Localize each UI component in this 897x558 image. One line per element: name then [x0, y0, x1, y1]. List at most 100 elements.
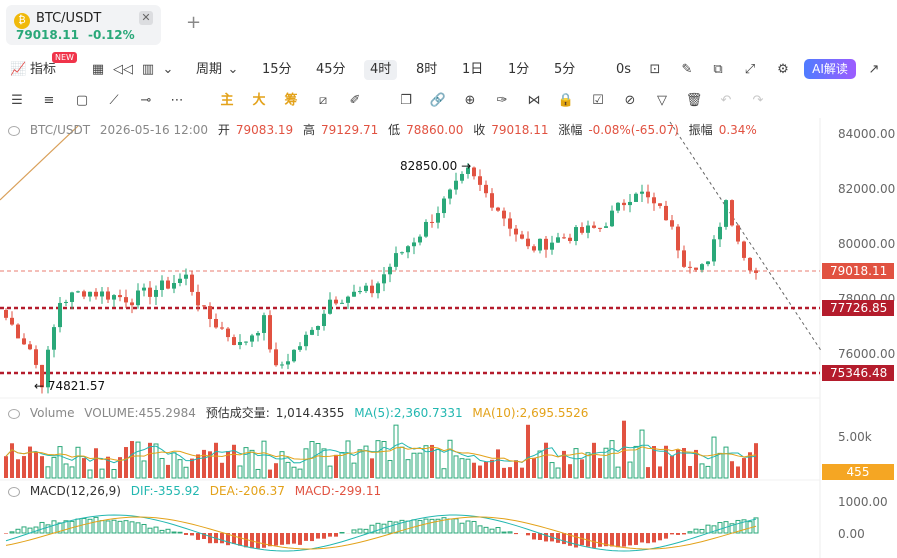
timeframe-8h[interactable]: 8时	[416, 62, 438, 77]
candle-body	[94, 291, 98, 297]
indicators-button[interactable]: 指标	[30, 62, 57, 77]
countdown-label[interactable]: 0s	[616, 62, 632, 77]
gear-icon[interactable]: ⚙	[777, 62, 789, 77]
zoom-icon[interactable]: ⊕	[464, 93, 476, 108]
volume-bar	[177, 459, 183, 479]
dea-line	[5, 516, 757, 550]
fullscreen-icon[interactable]: ⤢	[744, 62, 756, 77]
volume-bar	[580, 459, 584, 478]
macd-histogram-bar	[429, 518, 435, 534]
volume-bar	[202, 449, 206, 478]
eye-icon[interactable]	[8, 125, 20, 136]
pencil-icon[interactable]: ✎	[681, 62, 693, 77]
lock-icon[interactable]: 🔒	[557, 93, 575, 108]
macd-histogram-bar	[171, 531, 177, 534]
candle-body	[526, 238, 530, 247]
volume-bar	[148, 442, 152, 478]
volume-bar	[99, 468, 105, 479]
volume-bar	[699, 463, 705, 479]
candle-body	[310, 329, 314, 335]
timeframe-5m[interactable]: 5分	[554, 62, 576, 77]
timeframe-15m[interactable]: 15分	[262, 62, 292, 77]
add-tab-icon[interactable]: +	[186, 12, 202, 33]
bell-icon[interactable]	[8, 486, 20, 497]
macd-histogram-bar	[304, 533, 308, 541]
indicator-icon[interactable]: 📈	[10, 62, 27, 77]
volume-bar	[627, 461, 633, 479]
candle-body	[382, 274, 386, 284]
volume-bar	[585, 452, 591, 479]
crop-icon[interactable]: ⧄	[318, 93, 328, 108]
main-force-button[interactable]: 主	[220, 93, 234, 108]
trend-line-icon[interactable]: ⟋	[109, 93, 119, 108]
candle-body	[112, 295, 116, 300]
macd-histogram-bar	[202, 533, 206, 539]
macd-histogram-bar	[598, 533, 602, 547]
volume-bar	[279, 451, 285, 479]
macd-histogram-bar	[682, 533, 686, 535]
candle-body	[166, 280, 170, 289]
macd-histogram-bar	[628, 533, 632, 546]
big-order-button[interactable]: 大	[252, 93, 266, 108]
close-icon[interactable]: ✕	[139, 11, 153, 25]
volume-bar	[40, 456, 44, 478]
copy-icon[interactable]: ❐	[400, 93, 412, 108]
brush-icon[interactable]: ✐	[349, 93, 361, 108]
volume-bar	[705, 465, 711, 479]
close-value: 79018.11	[491, 123, 549, 137]
timeframe-4h[interactable]: 4时	[364, 60, 398, 80]
volume-bar	[22, 456, 26, 478]
template-icon[interactable]: ⊘	[624, 93, 636, 108]
eye-icon[interactable]	[8, 408, 20, 419]
volume-bar	[124, 447, 128, 478]
rewind-icon[interactable]: ◁◁	[113, 62, 133, 77]
symbol-tab[interactable]: ₿ BTC/USDT ✕ 79018.11 -0.12%	[6, 5, 161, 45]
rectangle-icon[interactable]: ▢	[75, 93, 89, 108]
level-price-tag: 75346.48	[822, 365, 894, 381]
chevron-down-icon[interactable]: ⌄	[162, 62, 174, 77]
chevron-down-icon[interactable]: ⌄	[227, 62, 239, 77]
eraser-icon[interactable]: ✑	[496, 93, 508, 108]
candle-body	[346, 296, 350, 303]
candle-body	[436, 213, 440, 223]
candle-body	[730, 200, 734, 226]
volume-bar	[748, 452, 752, 478]
check-list-icon[interactable]: ☑	[592, 93, 604, 108]
popout-icon[interactable]: ⧉	[713, 62, 723, 77]
list-icon[interactable]: ☰	[11, 93, 23, 108]
layout-grid-icon[interactable]: ▦	[91, 62, 105, 77]
redo-icon[interactable]: ↷	[752, 93, 764, 108]
link-icon[interactable]: 🔗	[429, 93, 447, 108]
ai-analysis-button[interactable]: AI解读	[804, 59, 856, 79]
trash-icon[interactable]: 🗑	[685, 93, 703, 108]
chip-button[interactable]: 筹	[284, 93, 298, 108]
menu-icon[interactable]: ≡	[43, 93, 55, 108]
volume-bar	[106, 456, 110, 478]
filter-icon[interactable]: ▽	[657, 93, 667, 108]
open-value: 79083.19	[235, 123, 294, 137]
volume-bar	[381, 441, 387, 479]
candle-body	[70, 292, 74, 302]
macd-histogram-bar	[544, 533, 548, 542]
period-dropdown[interactable]: 周期	[196, 62, 223, 77]
top-toolbar: 📈 指标 NEW ▦ ◁◁ ▥ ⌄ 周期 ⌄ 15分 45分 4时 8时 1日 …	[0, 52, 897, 84]
candle-body	[202, 305, 206, 307]
share-icon[interactable]: ↗	[868, 62, 880, 77]
undo-icon[interactable]: ↶	[720, 93, 732, 108]
volume-bar	[315, 443, 321, 479]
timeframe-1d[interactable]: 1日	[462, 62, 484, 77]
candlestick-type-icon[interactable]: ▥	[141, 62, 155, 77]
candle-body	[142, 287, 146, 291]
candle-body	[748, 257, 752, 271]
candle-body	[682, 250, 686, 267]
candle-body	[256, 332, 260, 336]
magnet-icon[interactable]: ⋈	[527, 93, 541, 108]
horizontal-line-icon[interactable]: ⊸	[140, 93, 152, 108]
macd-histogram-bar	[286, 533, 290, 545]
dif-value: DIF:-355.92	[130, 484, 200, 498]
more-icon[interactable]: ⋯	[170, 93, 184, 108]
timeframe-1m[interactable]: 1分	[508, 62, 530, 77]
camera-icon[interactable]: ⊡	[649, 62, 661, 77]
timeframe-45m[interactable]: 45分	[316, 62, 346, 77]
